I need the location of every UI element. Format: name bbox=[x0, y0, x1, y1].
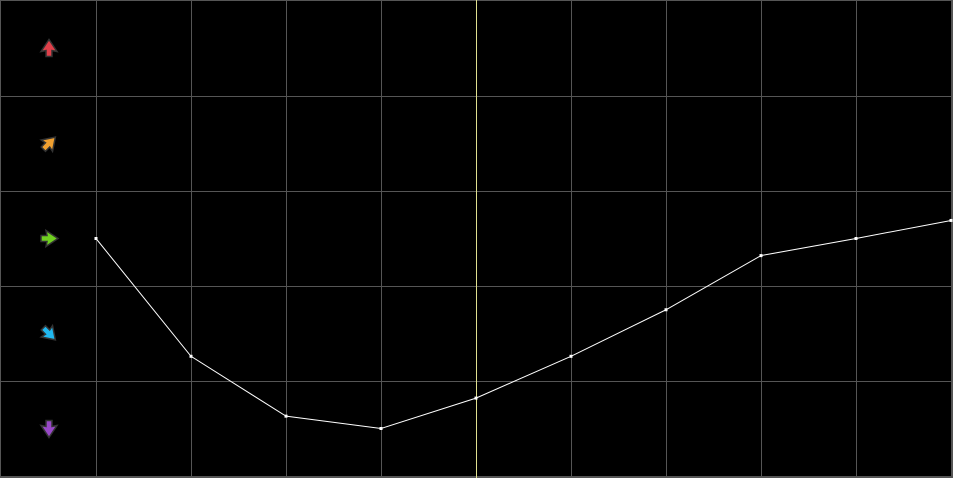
data-point bbox=[569, 354, 573, 358]
data-point bbox=[664, 308, 668, 312]
arrow-up-right-icon bbox=[39, 136, 57, 154]
data-point bbox=[474, 396, 478, 400]
arrow-up-right-icon-shape bbox=[39, 136, 57, 154]
data-point bbox=[94, 237, 98, 240]
data-point bbox=[949, 218, 953, 222]
data-point bbox=[284, 414, 288, 418]
arrow-down-right-icon-shape bbox=[39, 323, 57, 341]
data-point bbox=[379, 427, 383, 430]
data-point bbox=[854, 237, 858, 240]
arrow-down-icon bbox=[39, 419, 59, 439]
data-point bbox=[759, 254, 763, 258]
series-line bbox=[95, 219, 952, 430]
arrow-up-icon bbox=[39, 38, 59, 58]
arrow-up-icon-shape bbox=[39, 38, 59, 58]
arrow-down-right-icon bbox=[39, 323, 57, 341]
arrow-down-icon-shape bbox=[39, 419, 59, 439]
arrow-right-icon bbox=[40, 228, 60, 249]
arrow-right-icon-shape bbox=[40, 228, 60, 249]
data-point bbox=[189, 354, 193, 358]
